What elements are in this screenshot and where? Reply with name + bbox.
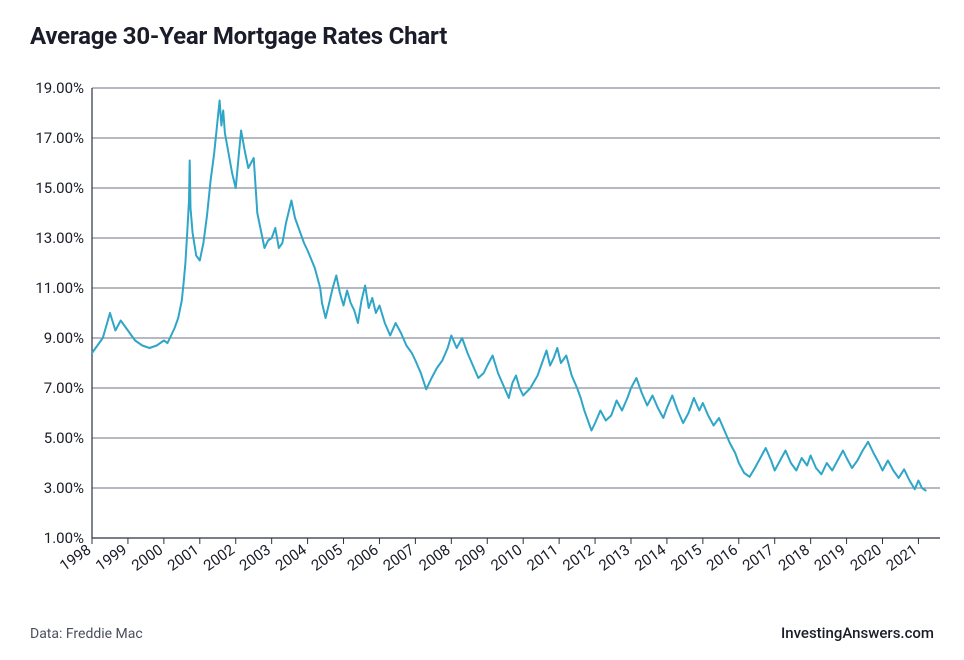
x-tick-label: 2004 [272, 540, 310, 574]
chart-svg: 1.00%3.00%5.00%7.00%9.00%11.00%13.00%15.… [0, 70, 964, 630]
x-tick-label: 2001 [164, 541, 202, 575]
y-tick-label: 17.00% [35, 129, 84, 147]
y-tick-label: 13.00% [35, 229, 84, 247]
x-tick-label: 2009 [452, 541, 490, 575]
x-tick-label: 2008 [416, 541, 454, 575]
rate-line [92, 101, 926, 491]
x-tick-label: 2011 [523, 541, 561, 575]
x-tick-label: 2015 [667, 541, 705, 575]
x-tick-label: 2020 [847, 541, 885, 575]
y-tick-label: 5.00% [44, 429, 84, 447]
y-tick-label: 7.00% [44, 379, 84, 397]
brand-credit: InvestingAnswers.com [781, 624, 934, 642]
x-tick-label: 2013 [595, 541, 633, 575]
x-tick-label: 2002 [200, 541, 238, 575]
x-tick-label: 2014 [631, 540, 669, 574]
x-tick-label: 2018 [775, 541, 813, 575]
y-tick-label: 9.00% [44, 329, 84, 347]
x-tick-label: 2006 [344, 541, 382, 575]
x-tick-label: 2010 [488, 541, 526, 575]
x-tick-label: 1999 [92, 541, 130, 575]
y-tick-label: 11.00% [35, 279, 84, 297]
chart-frame: Average 30-Year Mortgage Rates Chart 1.0… [0, 0, 964, 660]
data-credit: Data: Freddie Mac [30, 626, 143, 642]
x-tick-label: 2003 [236, 541, 274, 575]
x-tick-label: 2016 [703, 541, 741, 575]
x-tick-label: 2021 [883, 541, 921, 575]
x-tick-label: 2007 [380, 541, 418, 575]
x-tick-label: 2019 [811, 541, 849, 575]
plot-area: 1.00%3.00%5.00%7.00%9.00%11.00%13.00%15.… [0, 70, 964, 630]
chart-title: Average 30-Year Mortgage Rates Chart [30, 22, 447, 50]
y-tick-label: 3.00% [44, 479, 84, 497]
y-tick-label: 15.00% [35, 179, 84, 197]
x-tick-label: 2000 [128, 541, 166, 575]
y-tick-label: 19.00% [35, 79, 84, 97]
x-tick-label: 2012 [559, 541, 597, 575]
x-tick-label: 2017 [739, 541, 777, 575]
x-tick-label: 2005 [308, 541, 346, 575]
